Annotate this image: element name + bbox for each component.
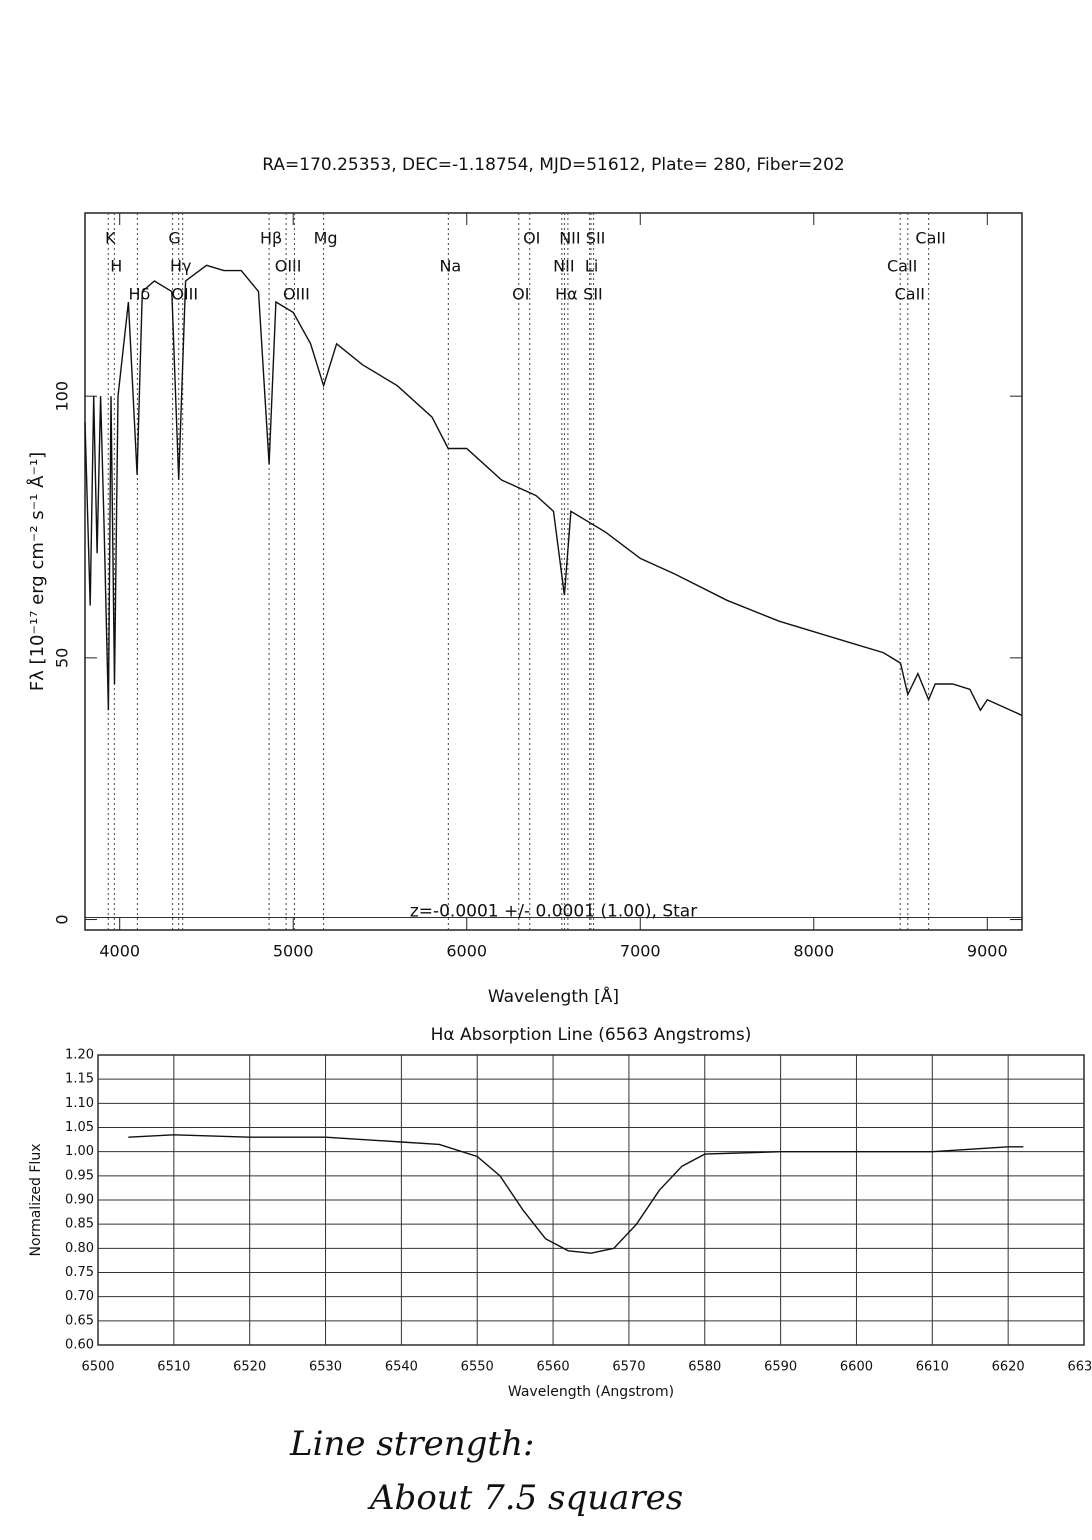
chart-title: Hα Absorption Line (6563 Angstroms): [431, 1025, 752, 1045]
line-id-label: SII: [586, 229, 606, 248]
y-tick-label: 0.70: [65, 1289, 94, 1304]
line-id-label: H: [110, 257, 122, 276]
line-id-label: K: [105, 229, 116, 248]
x-tick-label: 6620: [992, 1360, 1025, 1375]
x-tick-label: 6520: [233, 1360, 266, 1375]
y-tick-label: 1.20: [65, 1048, 94, 1063]
handwritten-note: Line strength:: [289, 1424, 534, 1464]
x-tick-label: 6510: [157, 1360, 190, 1375]
x-tick-label: 6500: [81, 1360, 114, 1375]
y-tick-label: 0.80: [65, 1241, 94, 1256]
y-tick-label: 0.95: [65, 1168, 94, 1183]
line-id-label: NII: [553, 257, 574, 276]
line-id-label: OIII: [275, 257, 302, 276]
x-tick-label: 6000: [446, 942, 487, 961]
x-axis-label: Wavelength (Angstrom): [508, 1384, 674, 1400]
y-tick-label: 0.90: [65, 1193, 94, 1208]
x-tick-label: 6570: [612, 1360, 645, 1375]
line-id-label: SII: [583, 285, 603, 304]
x-tick-label: 6610: [916, 1360, 949, 1375]
y-tick-label: 1.15: [65, 1072, 94, 1087]
x-tick-label: 7000: [620, 942, 661, 961]
x-tick-label: 8000: [793, 942, 834, 961]
line-id-label: Na: [439, 257, 461, 276]
line-id-label: OI: [512, 285, 529, 304]
x-tick-label: 5000: [273, 942, 314, 961]
x-tick-label: 6540: [385, 1360, 418, 1375]
data-line: [84, 264, 1023, 717]
line-id-label: Hα: [555, 285, 578, 304]
line-id-label: G: [168, 229, 180, 248]
line-id-label: CaII: [895, 285, 925, 304]
y-tick-label: 1.00: [65, 1144, 94, 1159]
line-id-label: Hβ: [260, 229, 282, 248]
line-id-label: Li: [585, 257, 598, 276]
line-id-label: Hγ: [170, 257, 192, 276]
line-id-label: OI: [523, 229, 540, 248]
line-id-label: CaII: [887, 257, 917, 276]
x-tick-label: 6590: [764, 1360, 797, 1375]
x-tick-label: 6550: [461, 1360, 494, 1375]
y-tick-label: 0: [53, 914, 72, 924]
x-tick-label: 9000: [967, 942, 1008, 961]
handwritten-note: About 7.5 squares: [367, 1478, 683, 1518]
line-id-label: Mg: [314, 229, 338, 248]
data-line: [128, 1134, 1024, 1254]
y-axis-label: Normalized Flux: [28, 1144, 44, 1257]
line-id-label: CaII: [915, 229, 945, 248]
x-tick-label: 6600: [840, 1360, 873, 1375]
x-axis-label: Wavelength [Å]: [488, 985, 619, 1007]
line-id-label: NII: [559, 229, 580, 248]
y-tick-label: 1.10: [65, 1096, 94, 1111]
x-tick-label: 6530: [309, 1360, 342, 1375]
y-tick-label: 0.75: [65, 1265, 94, 1280]
y-tick-label: 100: [53, 381, 72, 412]
line-id-label: OIII: [283, 285, 310, 304]
plot-frame: [84, 212, 1023, 931]
y-tick-label: 0.65: [65, 1313, 94, 1328]
y-tick-label: 0.60: [65, 1338, 94, 1353]
y-tick-label: 0.85: [65, 1217, 94, 1232]
x-tick-label: 4000: [99, 942, 140, 961]
y-tick-label: 1.05: [65, 1120, 94, 1135]
x-tick-label: 6560: [537, 1360, 570, 1375]
chart-title: RA=170.25353, DEC=-1.18754, MJD=51612, P…: [262, 155, 844, 175]
annotation: z=-0.0001 +/- 0.0001 (1.00), Star: [410, 902, 697, 922]
y-axis-label: Fλ [10⁻¹⁷ erg cm⁻² s⁻¹ Å⁻¹]: [26, 452, 48, 691]
y-tick-label: 50: [53, 648, 72, 668]
x-tick-label: 6580: [688, 1360, 721, 1375]
